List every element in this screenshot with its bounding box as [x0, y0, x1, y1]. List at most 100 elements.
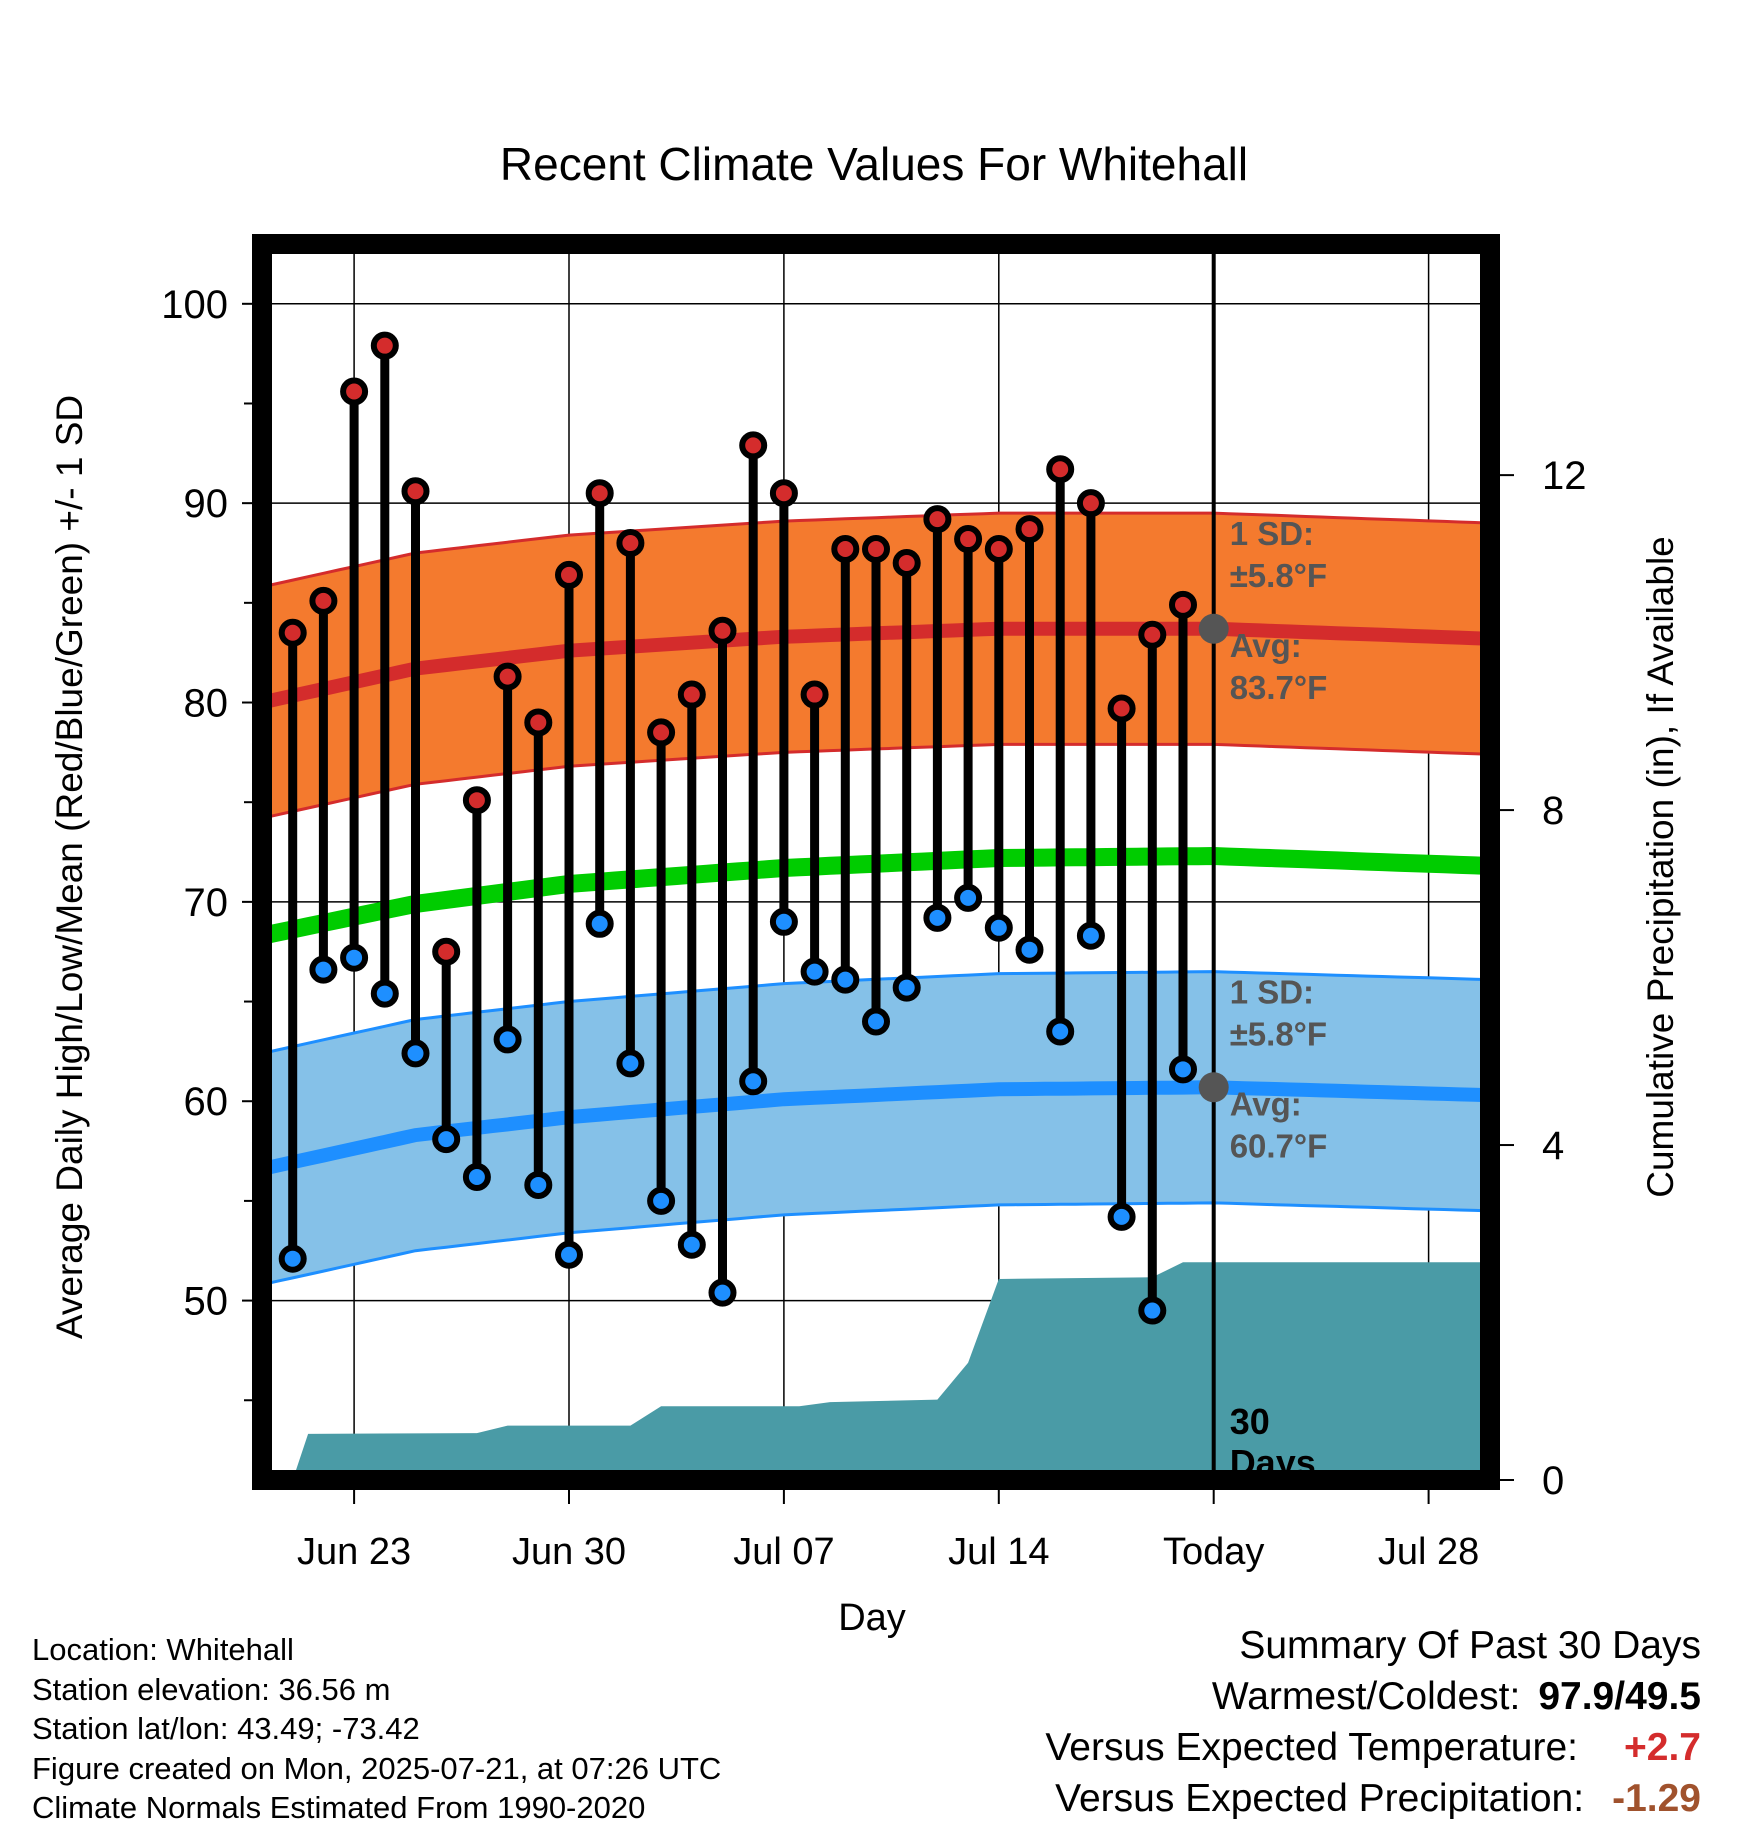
x-tick-label: Jul 07 — [733, 1531, 834, 1573]
normals-text: Climate Normals Estimated From 1990-2020 — [32, 1790, 646, 1825]
daily-high-marker — [862, 535, 890, 564]
y-tick-label: 60 — [184, 1080, 229, 1124]
created-text: Figure created on Mon, 2025-07-21, at 07… — [32, 1750, 722, 1786]
x-tick-label: Today — [1163, 1531, 1264, 1573]
chart-title: Recent Climate Values For Whitehall — [500, 138, 1248, 190]
temp-anomaly-label: Versus Expected Temperature: — [1045, 1726, 1578, 1769]
daily-high-marker — [923, 505, 952, 534]
daily-high-marker — [493, 662, 522, 691]
daily-low-marker — [1169, 1055, 1197, 1084]
daily-high-marker — [370, 331, 399, 360]
daily-low-marker — [1138, 1296, 1167, 1325]
daily-high-marker — [309, 586, 338, 615]
daily-low-marker — [401, 1039, 430, 1068]
high-sd-value: ±5.8°F — [1230, 557, 1327, 594]
summary-temp-row: Versus Expected Temperature: +2.7 — [1045, 1722, 1701, 1773]
location-text: Location: Whitehall — [32, 1632, 294, 1667]
daily-high-marker — [555, 560, 583, 589]
y-axis-label: Average Daily High/Low/Mean (Red/Blue/Gr… — [49, 395, 90, 1339]
y2-axis-label: Cumulative Precipitation (in), If Availa… — [1640, 536, 1681, 1198]
elevation-text: Station elevation: 36.56 m — [32, 1671, 391, 1707]
daily-high-marker — [677, 680, 706, 709]
low-sd-label: 1 SD: — [1230, 973, 1314, 1010]
daily-high-marker — [708, 616, 737, 645]
daily-high-marker — [1138, 620, 1167, 649]
precip-anomaly-value: -1.29 — [1612, 1777, 1701, 1820]
daily-low-marker — [984, 913, 1013, 942]
daily-high-marker — [892, 548, 921, 577]
daily-low-marker — [677, 1230, 706, 1259]
normal-low-line — [262, 1080, 1490, 1176]
today-high-normal-marker — [1198, 613, 1229, 644]
daily-high-marker — [831, 535, 860, 564]
temp-anomaly-value: +2.7 — [1624, 1726, 1701, 1769]
y-tick-label: 100 — [161, 283, 228, 327]
daily-low-marker — [647, 1186, 676, 1215]
high-avg-value: 83.7°F — [1230, 669, 1328, 706]
y2-tick-label: 0 — [1542, 1459, 1564, 1503]
daily-low-marker — [954, 883, 983, 912]
y2-tick-label: 4 — [1542, 1124, 1564, 1168]
daily-low-marker — [616, 1049, 645, 1078]
daily-high-marker — [616, 529, 645, 558]
daily-high-marker — [800, 680, 829, 709]
high-avg-label: Avg: — [1230, 627, 1302, 664]
x-tick-label: Jun 23 — [297, 1531, 411, 1573]
daily-high-marker — [739, 431, 768, 460]
y2-tick-label: 12 — [1542, 454, 1587, 498]
daily-low-marker — [708, 1278, 737, 1307]
daily-low-marker — [739, 1067, 768, 1096]
daily-low-marker — [892, 973, 921, 1002]
daily-low-marker — [462, 1162, 491, 1191]
plot-area: 1 SD: ±5.8°F Avg: 83.7°F 1 SD: ±5.8°F Avg: 60.7… — [161, 234, 1587, 1573]
daily-low-marker — [340, 943, 369, 972]
plot-frame — [252, 234, 1500, 1490]
daily-high-marker — [432, 937, 461, 966]
daily-high-marker — [954, 525, 983, 554]
daily-low-marker — [493, 1025, 522, 1054]
y-tick-label: 90 — [184, 482, 229, 526]
low-avg-value: 60.7°F — [1230, 1127, 1328, 1164]
daily-low-marker — [524, 1170, 553, 1199]
daily-high-marker — [1107, 694, 1136, 723]
daily-high-marker — [340, 377, 369, 406]
high-band-upper-edge — [262, 511, 1490, 589]
daily-high-marker — [278, 618, 307, 647]
daily-low-marker — [432, 1125, 461, 1154]
daily-high-marker — [585, 479, 614, 508]
x-tick-label: Jul 28 — [1378, 1531, 1479, 1573]
daily-high-marker — [1015, 515, 1044, 544]
daily-low-marker — [555, 1240, 583, 1269]
daily-high-marker — [524, 708, 553, 737]
precip-anomaly-label: Versus Expected Precipitation: — [1055, 1777, 1585, 1820]
y2-tick-label: 8 — [1542, 789, 1564, 833]
daily-low-marker — [370, 979, 399, 1008]
daily-high-marker — [401, 477, 430, 506]
y-tick-label: 80 — [184, 682, 229, 726]
daily-high-marker — [1169, 590, 1197, 619]
daily-high-marker — [1046, 455, 1075, 484]
daily-low-marker — [1046, 1017, 1075, 1046]
daily-high-marker — [647, 718, 676, 747]
y-tick-label: 50 — [184, 1280, 229, 1324]
y-tick-label: 70 — [184, 881, 229, 925]
daily-low-marker — [278, 1244, 307, 1273]
precip-area — [262, 1262, 1490, 1480]
days-count-label: 30 — [1230, 1401, 1270, 1442]
low-band-lower-edge — [262, 1201, 1490, 1287]
low-avg-label: Avg: — [1230, 1085, 1302, 1122]
daily-low-marker — [309, 955, 338, 984]
station-info: Location: Whitehall Station elevation: 3… — [32, 1630, 721, 1828]
daily-high-marker — [984, 535, 1013, 564]
daily-low-marker — [1015, 935, 1044, 964]
high-sd-label: 1 SD: — [1230, 515, 1314, 552]
daily-low-marker — [1076, 921, 1105, 950]
daily-low-marker — [1107, 1202, 1136, 1231]
x-tick-label: Jul 14 — [948, 1531, 1049, 1573]
daily-low-marker — [862, 1007, 890, 1036]
low-sd-value: ±5.8°F — [1230, 1015, 1327, 1052]
daily-low-marker — [800, 957, 829, 986]
summary-panel: Summary Of Past 30 Days Warmest/Coldest:… — [1045, 1620, 1701, 1824]
latlon-text: Station lat/lon: 43.49; -73.42 — [32, 1711, 420, 1746]
